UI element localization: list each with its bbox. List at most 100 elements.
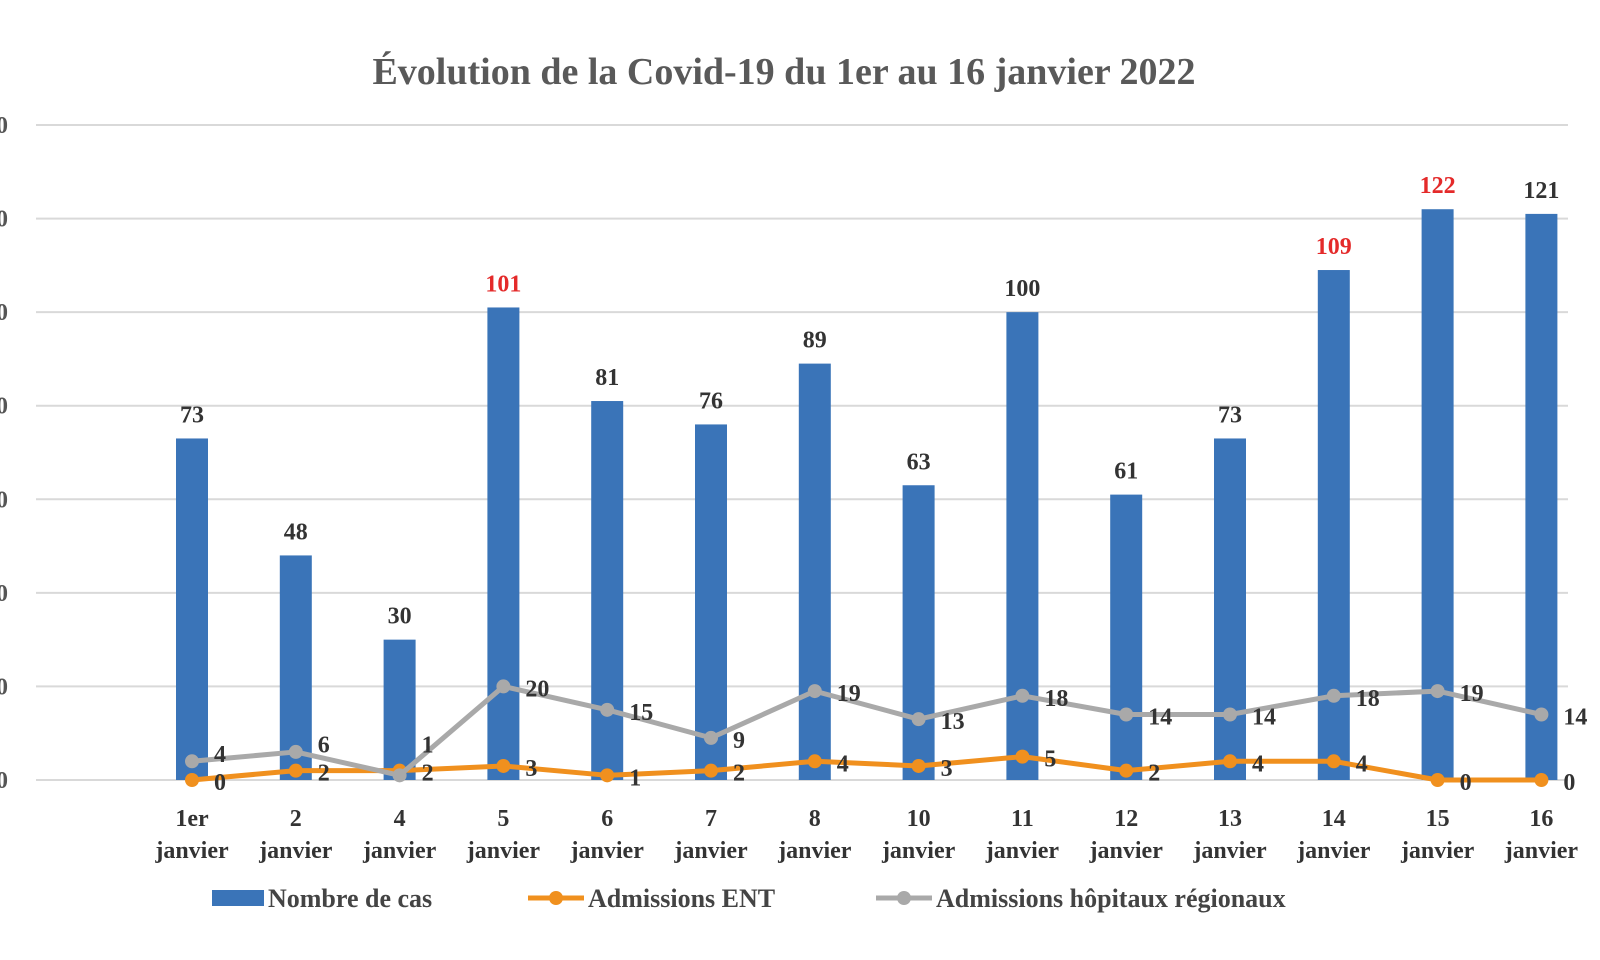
line-value-label: 2 — [318, 761, 330, 787]
bar-value-label: 100 — [1004, 276, 1040, 302]
legend-marker — [897, 891, 911, 905]
line-value-label: 14 — [1252, 705, 1276, 731]
bar-value-label: 61 — [1114, 459, 1138, 485]
line-value-label: 19 — [837, 681, 861, 707]
y-tick-label: 120 — [0, 207, 8, 233]
line-value-label: 4 — [1356, 751, 1368, 777]
series-point — [704, 763, 718, 778]
x-tick-label: janvier — [1192, 838, 1267, 864]
series-point — [1534, 773, 1549, 787]
line-value-label: 2 — [1148, 761, 1160, 787]
line-value-label: 15 — [629, 700, 653, 726]
line-value-label: 1 — [422, 733, 434, 759]
bar — [1214, 438, 1246, 780]
series-point — [600, 768, 615, 783]
bar — [695, 424, 727, 780]
line-value-label: 19 — [1460, 681, 1484, 707]
x-tick-label: 10 — [907, 806, 931, 832]
bar-value-label: 73 — [180, 402, 204, 428]
x-tick-label: janvier — [570, 838, 645, 864]
legend-swatch — [212, 890, 264, 906]
series-point — [185, 754, 199, 769]
x-tick-label: 2 — [290, 806, 302, 832]
legend-label: Nombre de cas — [268, 884, 432, 913]
series-point — [1430, 773, 1445, 787]
series-point — [911, 712, 926, 727]
y-tick-label: 20 — [0, 674, 8, 700]
y-tick-label: 140 — [0, 113, 8, 139]
x-tick-label: janvier — [673, 838, 748, 864]
series-point — [1430, 684, 1445, 699]
bar-value-label: 109 — [1316, 234, 1352, 260]
x-tick-label: 4 — [394, 806, 406, 832]
line-value-label: 18 — [1044, 686, 1068, 712]
y-axis: 0 20 40 60 80 100 120 140 — [0, 113, 8, 794]
lines — [185, 679, 1549, 787]
x-tick-label: janvier — [466, 838, 541, 864]
bar — [902, 485, 935, 780]
series-point — [288, 763, 303, 778]
series-line — [191, 754, 1542, 783]
series-point — [1223, 707, 1237, 722]
y-tick-label: 100 — [0, 300, 8, 326]
series-point — [1326, 688, 1341, 703]
bars — [176, 209, 1558, 781]
line-value-label: 0 — [214, 770, 226, 796]
series-point — [911, 758, 926, 773]
series-point — [600, 702, 615, 717]
x-tick-label: 7 — [705, 806, 717, 832]
bar — [1317, 270, 1350, 780]
line-value-label: 14 — [1148, 705, 1172, 731]
series-point — [1326, 754, 1341, 769]
bar-value-label: 76 — [699, 388, 723, 414]
bar — [591, 401, 624, 780]
bar — [279, 555, 312, 780]
x-tick-label: janvier — [1296, 838, 1371, 864]
line-value-label: 1 — [629, 765, 641, 791]
bar-value-label: 73 — [1218, 402, 1242, 428]
x-tick-label: 16 — [1529, 806, 1553, 832]
line-value-label: 2 — [422, 761, 434, 787]
bar — [176, 438, 208, 780]
y-tick-label: 80 — [0, 394, 8, 420]
legend: Nombre de cas Admissions ENT Admissions hô… — [212, 884, 1286, 913]
y-tick-label: 40 — [0, 581, 8, 607]
bar-value-label: 48 — [284, 519, 308, 545]
series-point — [185, 773, 199, 787]
legend-label: Admissions ENT — [588, 884, 775, 913]
line-value-label: 4 — [1252, 751, 1264, 777]
x-tick-label: 1er — [175, 806, 209, 832]
line-value-label: 18 — [1356, 686, 1380, 712]
x-tick-label: janvier — [1089, 838, 1164, 864]
series-point — [1223, 754, 1237, 769]
series-point — [1015, 749, 1030, 764]
line-value-label: 3 — [941, 756, 953, 782]
x-tick-label: 12 — [1114, 806, 1138, 832]
line-value-label: 3 — [525, 756, 537, 782]
x-tick-label: 5 — [497, 806, 509, 832]
x-tick-label: janvier — [1400, 838, 1475, 864]
x-tick-label: 13 — [1218, 806, 1242, 832]
series-point — [288, 744, 303, 759]
legend-label: Admissions hôpitaux régionaux — [936, 884, 1286, 913]
bar-value-label: 89 — [803, 328, 827, 354]
legend-marker — [549, 891, 563, 905]
bar — [798, 363, 831, 780]
series-point — [807, 754, 822, 769]
series-point — [496, 679, 511, 694]
line-value-label: 0 — [1563, 770, 1575, 796]
line-value-label: 20 — [525, 676, 549, 702]
line-value-label: 14 — [1563, 705, 1587, 731]
series-point — [1534, 707, 1549, 722]
x-tick-label: janvier — [258, 838, 333, 864]
y-tick-label: 0 — [0, 768, 8, 794]
series-point — [392, 768, 407, 783]
bar — [383, 639, 416, 780]
x-tick-label: 14 — [1322, 806, 1346, 832]
bar-value-label: 101 — [485, 271, 521, 297]
bar — [487, 307, 520, 780]
bar-value-label: 121 — [1523, 178, 1559, 204]
series-point — [1015, 688, 1030, 703]
